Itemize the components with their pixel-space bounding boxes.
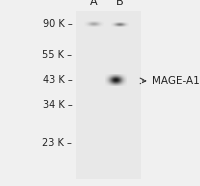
Text: MAGE-A1: MAGE-A1 <box>151 76 199 86</box>
Text: A: A <box>89 0 97 7</box>
Text: 43 K –: 43 K – <box>42 75 72 85</box>
Text: 55 K –: 55 K – <box>42 50 72 60</box>
Text: 23 K –: 23 K – <box>42 138 72 148</box>
Text: 34 K –: 34 K – <box>42 100 72 110</box>
Bar <box>76 11 140 179</box>
Text: B: B <box>115 0 123 7</box>
Text: 90 K –: 90 K – <box>42 19 72 29</box>
